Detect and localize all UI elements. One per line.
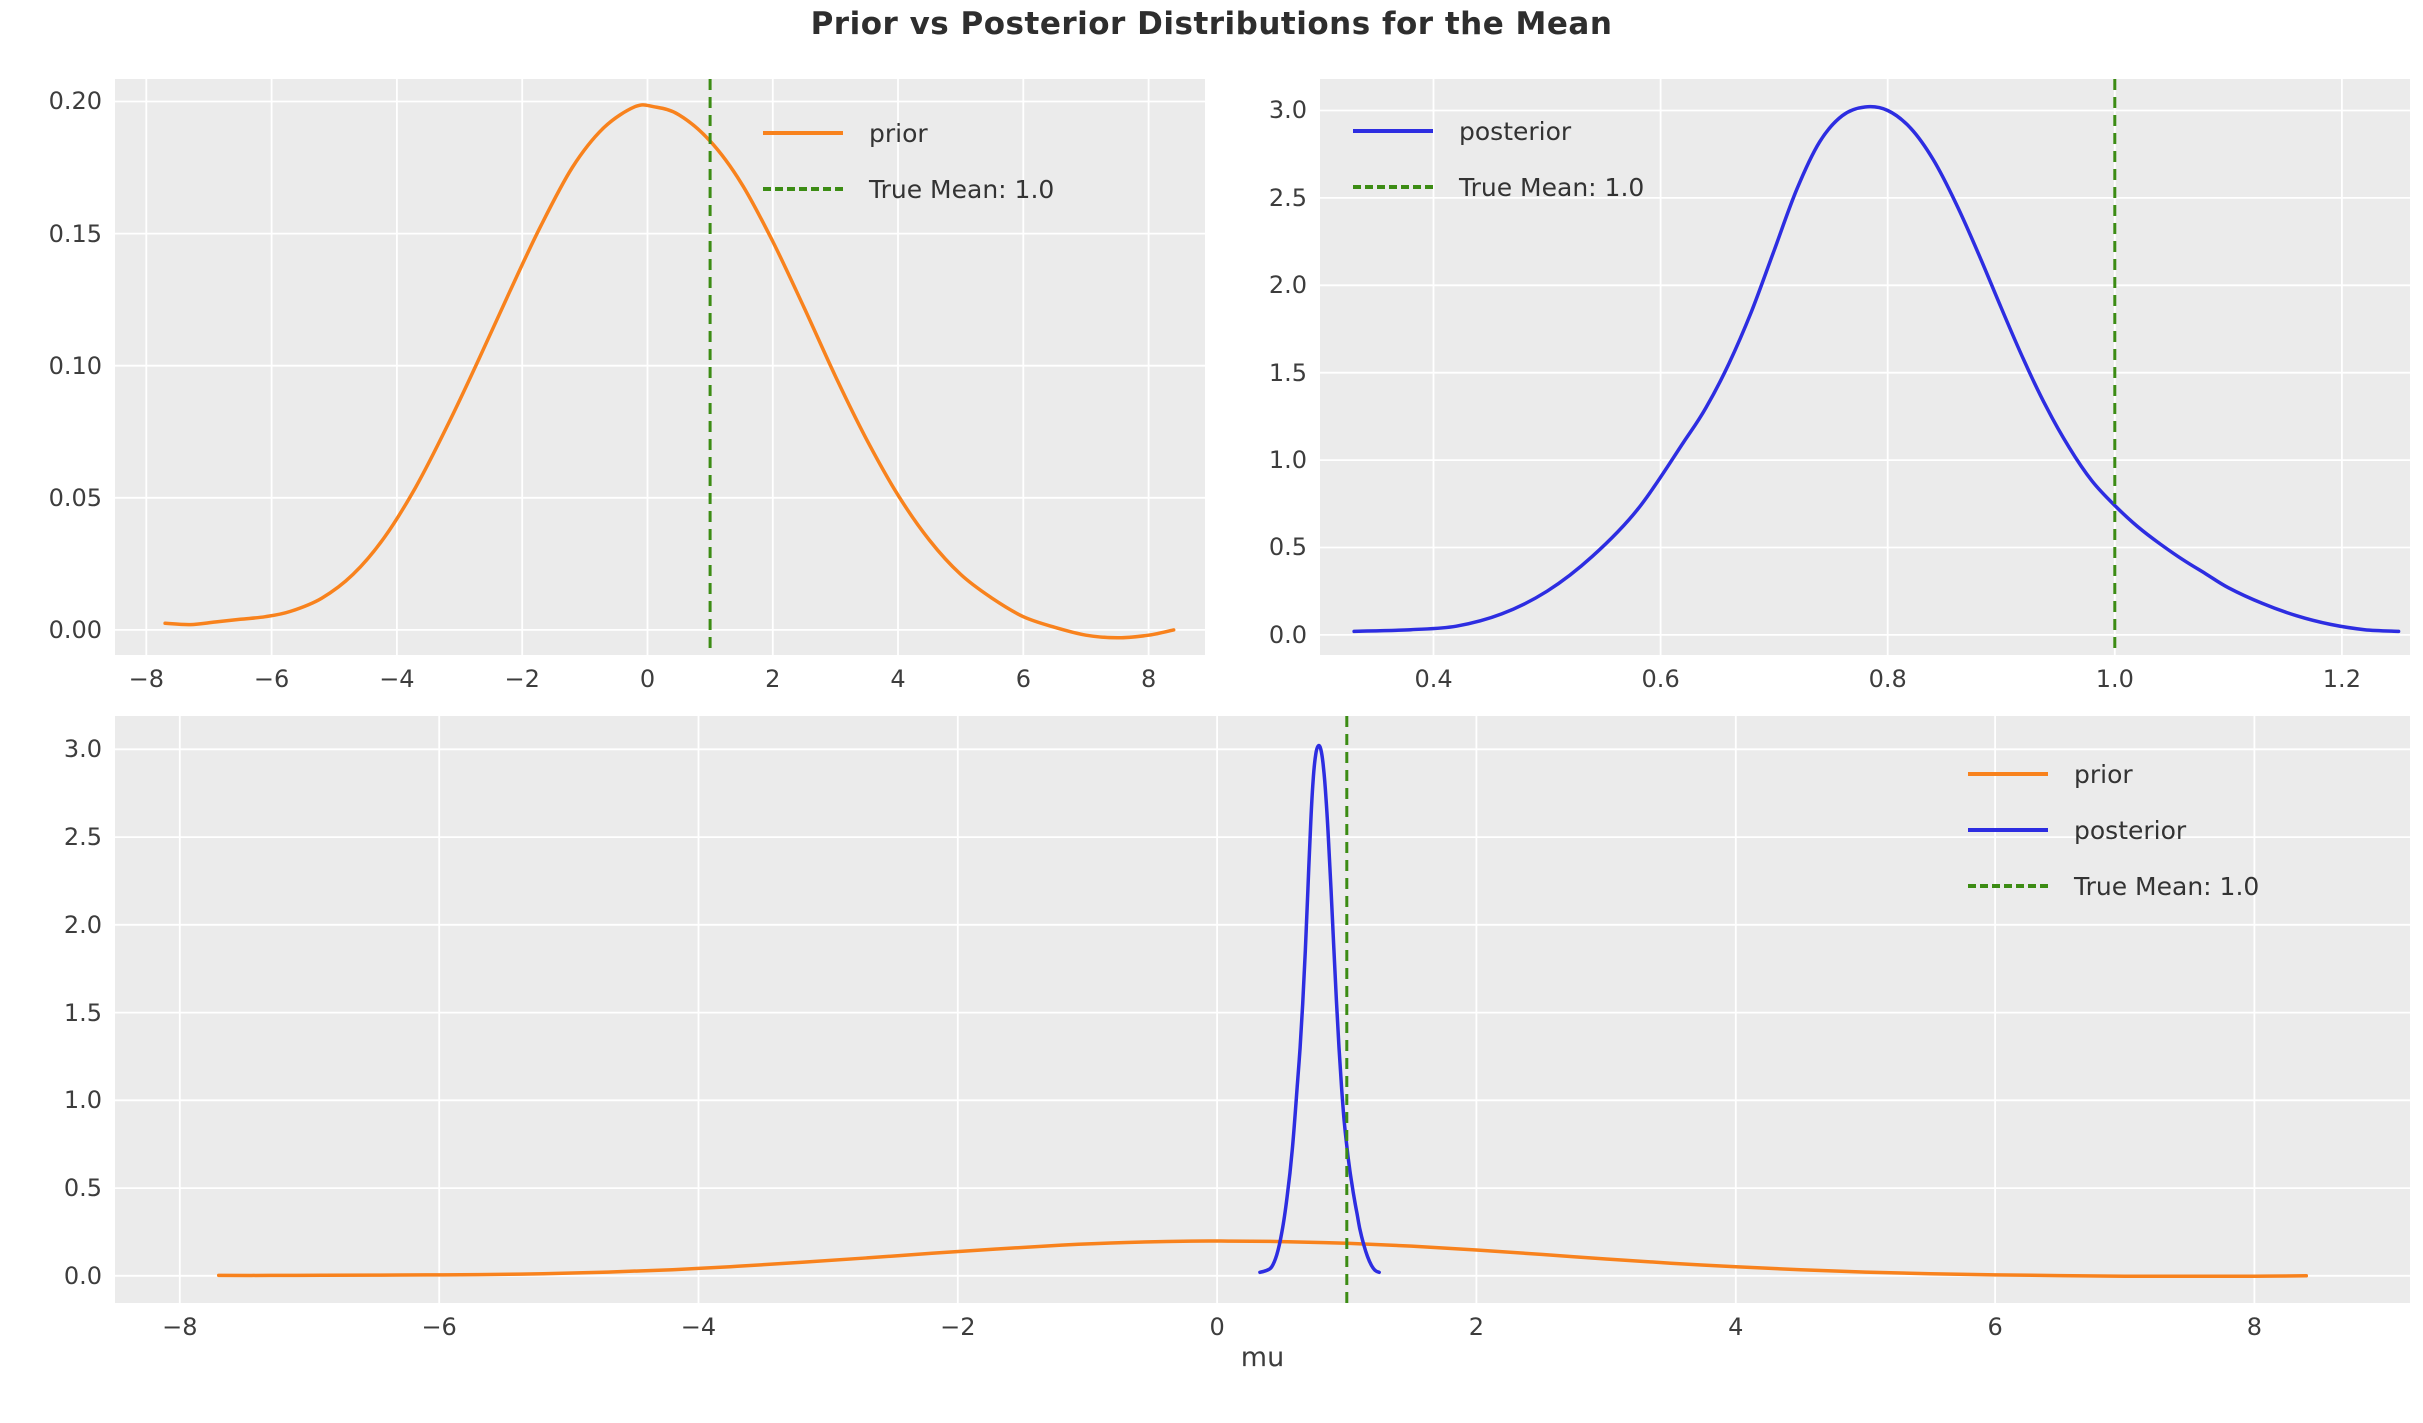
y-tick-label: 2.0 xyxy=(63,910,102,939)
x-tick-label: 4 xyxy=(890,665,906,693)
legend-line-sample xyxy=(763,131,843,135)
x-tick-label: 0.4 xyxy=(1414,665,1453,693)
y-tick-label: 0.15 xyxy=(48,219,102,248)
x-tick-label: 1.0 xyxy=(2095,665,2134,693)
legend-label: True Mean: 1.0 xyxy=(869,174,1055,204)
legend-combined-subplot: prior posterior True Mean: 1.0 xyxy=(1968,746,2259,914)
x-tick-label: −6 xyxy=(421,1313,457,1341)
x-tick-label: −2 xyxy=(504,665,540,693)
legend-prior-subplot: prior True Mean: 1.0 xyxy=(763,105,1054,217)
x-tick-label: −4 xyxy=(680,1313,717,1341)
y-tick-label: 1.0 xyxy=(1268,446,1307,475)
legend-line-sample xyxy=(763,187,843,191)
legend-line-sample xyxy=(1968,772,2048,776)
x-tick-label: −8 xyxy=(128,665,165,693)
legend-label: True Mean: 1.0 xyxy=(1459,172,1645,202)
x-tick-label: 2 xyxy=(765,665,781,693)
x-tick-label: 2 xyxy=(1468,1313,1485,1341)
x-axis-label: mu xyxy=(1240,1342,1285,1373)
y-tick-label: 0.05 xyxy=(48,483,102,512)
x-tick-label: 8 xyxy=(2246,1313,2263,1341)
y-tick-label: 0.5 xyxy=(1268,533,1307,562)
legend-line-sample xyxy=(1353,129,1433,133)
legend-entry: prior xyxy=(1968,746,2259,802)
subplot-prior: prior True Mean: 1.0 −8 −6 −4 −2 0 2 4 6 8 0.00 0.0… xyxy=(49,79,1205,693)
y-tick-label: 1.5 xyxy=(1268,358,1307,387)
plot-canvas xyxy=(1320,79,2410,655)
legend-line-sample xyxy=(1968,828,2048,832)
y-tick-label: 2.0 xyxy=(1268,271,1307,300)
legend-label: prior xyxy=(869,118,928,148)
x-tick-label: −6 xyxy=(253,665,290,693)
y-tick-label: 2.5 xyxy=(63,823,102,852)
y-tick-label: 3.0 xyxy=(63,735,102,764)
x-tick-label: −8 xyxy=(162,1313,198,1341)
y-tick-label: 0.20 xyxy=(48,87,102,116)
legend-entry: True Mean: 1.0 xyxy=(1353,159,1644,215)
y-tick-label: 1.5 xyxy=(63,998,102,1027)
legend-label: prior xyxy=(2074,759,2133,789)
figure-title: Prior vs Posterior Distributions for the… xyxy=(810,6,1613,42)
legend-label: posterior xyxy=(1459,116,1572,146)
legend-posterior-subplot: posterior True Mean: 1.0 xyxy=(1353,103,1644,215)
y-tick-label: 0.00 xyxy=(48,615,102,644)
legend-entry: prior xyxy=(763,105,1054,161)
x-tick-label: 0.8 xyxy=(1868,665,1907,693)
legend-label: True Mean: 1.0 xyxy=(2074,871,2260,901)
x-tick-label: −2 xyxy=(940,1313,976,1341)
x-tick-label: 0 xyxy=(1209,1313,1225,1341)
subplot-combined: prior posterior True Mean: 1.0 −8 −6 −4 −2 0 2 4… xyxy=(64,716,2410,1341)
plot-canvas xyxy=(115,716,2410,1303)
y-tick-label: 1.0 xyxy=(63,1086,102,1115)
legend-label: posterior xyxy=(2074,815,2187,845)
plot-canvas xyxy=(115,79,1205,655)
x-tick-label: 6 xyxy=(1015,665,1031,693)
legend-entry: posterior xyxy=(1968,802,2259,858)
posterior-curve xyxy=(1352,104,2401,634)
y-tick-label: 0.10 xyxy=(48,351,102,380)
legend-line-sample xyxy=(1353,185,1433,189)
x-tick-label: 8 xyxy=(1140,665,1157,693)
prior-curve xyxy=(216,1239,2309,1279)
y-tick-label: 2.5 xyxy=(1268,183,1307,212)
y-tick-label: 0.5 xyxy=(63,1174,102,1203)
prior-curve xyxy=(163,103,1176,640)
posterior-curve xyxy=(1258,743,1381,1275)
y-tick-label: 3.0 xyxy=(1268,96,1307,125)
x-tick-label: 1.2 xyxy=(2322,665,2361,693)
x-tick-label: −4 xyxy=(379,665,415,693)
x-tick-label: 6 xyxy=(1987,1313,2003,1341)
legend-entry: True Mean: 1.0 xyxy=(1968,858,2259,914)
x-tick-label: 4 xyxy=(1728,1313,1744,1341)
legend-entry: True Mean: 1.0 xyxy=(763,161,1054,217)
legend-entry: posterior xyxy=(1353,103,1644,159)
legend-line-sample xyxy=(1968,884,2048,888)
x-tick-label: 0 xyxy=(639,665,656,693)
x-tick-label: 0.6 xyxy=(1641,665,1680,693)
subplot-posterior: posterior True Mean: 1.0 0.4 0.6 0.8 1.0 1.2 0… xyxy=(1269,79,2410,693)
y-tick-label: 0.0 xyxy=(63,1261,102,1290)
y-tick-label: 0.0 xyxy=(1268,620,1307,649)
